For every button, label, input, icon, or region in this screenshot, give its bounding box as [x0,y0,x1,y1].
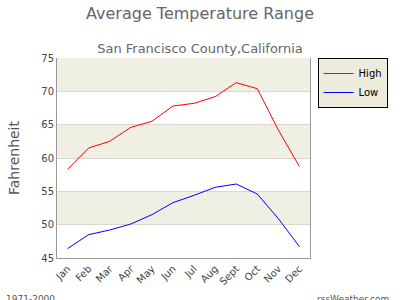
svg-text:1971-2000: 1971-2000 [6,294,55,300]
svg-text:Oct: Oct [242,263,262,283]
svg-text:55: 55 [41,186,54,197]
svg-text:San Francisco County,Californi: San Francisco County,California [97,41,303,56]
svg-text:Jun: Jun [158,263,178,283]
svg-text:High: High [359,68,382,79]
svg-text:Nov: Nov [262,263,284,285]
svg-text:50: 50 [41,219,54,230]
svg-text:Feb: Feb [73,263,93,283]
svg-text:rssWeather.com: rssWeather.com [317,294,389,300]
svg-text:60: 60 [41,153,54,164]
svg-text:70: 70 [41,86,54,97]
svg-text:65: 65 [41,119,54,130]
svg-text:Apr: Apr [116,263,137,284]
svg-text:Sept: Sept [217,263,241,287]
svg-text:75: 75 [41,53,54,64]
svg-text:Mar: Mar [94,263,116,285]
svg-text:Aug: Aug [198,263,220,285]
svg-text:Jul: Jul [182,263,199,280]
svg-text:May: May [134,263,156,285]
svg-text:Average Temperature Range: Average Temperature Range [86,4,314,23]
svg-text:Low: Low [359,87,379,98]
svg-text:45: 45 [41,253,54,264]
svg-text:Fahrenheit: Fahrenheit [6,120,22,195]
svg-text:Jan: Jan [53,263,72,282]
svg-text:Dec: Dec [283,263,304,284]
